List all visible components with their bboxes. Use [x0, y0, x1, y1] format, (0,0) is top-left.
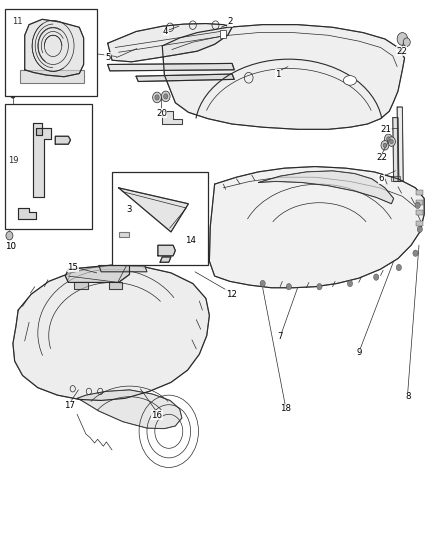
- Polygon shape: [392, 176, 400, 181]
- Circle shape: [415, 202, 420, 208]
- Bar: [5, 104, 92, 229]
- Circle shape: [396, 264, 402, 271]
- Circle shape: [403, 38, 410, 46]
- Polygon shape: [393, 118, 399, 181]
- Polygon shape: [108, 23, 232, 62]
- Circle shape: [11, 93, 15, 98]
- Text: 15: 15: [67, 263, 78, 272]
- Polygon shape: [158, 245, 175, 256]
- Polygon shape: [99, 265, 147, 272]
- Circle shape: [347, 280, 353, 287]
- Text: 4: 4: [163, 27, 169, 36]
- Polygon shape: [77, 390, 182, 429]
- Polygon shape: [13, 265, 209, 400]
- Polygon shape: [25, 19, 84, 77]
- Polygon shape: [136, 74, 234, 82]
- Polygon shape: [162, 25, 405, 130]
- Text: 6: 6: [379, 174, 384, 183]
- Polygon shape: [397, 107, 403, 181]
- Text: 22: 22: [376, 153, 387, 162]
- Text: 14: 14: [185, 237, 196, 246]
- Polygon shape: [160, 257, 171, 262]
- Ellipse shape: [343, 76, 357, 85]
- Circle shape: [390, 140, 393, 144]
- Circle shape: [163, 94, 168, 99]
- Bar: [417, 199, 424, 205]
- Circle shape: [417, 226, 423, 232]
- Circle shape: [161, 91, 170, 102]
- Text: 19: 19: [8, 156, 18, 165]
- Text: 18: 18: [280, 405, 291, 414]
- Polygon shape: [33, 123, 51, 197]
- Circle shape: [152, 92, 161, 103]
- Circle shape: [286, 284, 291, 290]
- Bar: [417, 210, 424, 215]
- Text: 3: 3: [127, 205, 132, 214]
- Text: 21: 21: [380, 125, 391, 134]
- Bar: [417, 221, 424, 226]
- Circle shape: [385, 134, 392, 144]
- Circle shape: [260, 280, 265, 287]
- Polygon shape: [35, 128, 42, 135]
- Text: 10: 10: [5, 242, 16, 251]
- Circle shape: [155, 95, 159, 100]
- Circle shape: [383, 143, 387, 148]
- Polygon shape: [65, 264, 130, 282]
- Polygon shape: [108, 63, 234, 71]
- Text: 5: 5: [105, 53, 110, 61]
- Text: 12: 12: [226, 289, 237, 298]
- Bar: [5, 9, 97, 96]
- Text: 20: 20: [156, 109, 167, 118]
- Text: 9: 9: [357, 348, 362, 357]
- Polygon shape: [209, 166, 424, 288]
- Polygon shape: [109, 282, 122, 289]
- Text: 11: 11: [12, 17, 22, 26]
- Circle shape: [413, 250, 418, 256]
- Bar: [220, 30, 226, 38]
- Circle shape: [317, 284, 322, 290]
- Circle shape: [374, 274, 379, 280]
- Text: 7: 7: [277, 332, 283, 341]
- Polygon shape: [119, 188, 188, 232]
- Circle shape: [6, 231, 13, 240]
- Polygon shape: [74, 282, 88, 289]
- Circle shape: [388, 137, 396, 147]
- Text: 10: 10: [5, 242, 16, 251]
- Text: 17: 17: [64, 401, 75, 410]
- Text: 16: 16: [152, 411, 162, 420]
- Circle shape: [397, 33, 408, 45]
- Text: 8: 8: [406, 392, 411, 401]
- Text: 2: 2: [227, 18, 233, 27]
- Text: 1: 1: [275, 70, 281, 78]
- Bar: [112, 172, 208, 265]
- Polygon shape: [20, 70, 84, 83]
- Polygon shape: [18, 208, 35, 219]
- Circle shape: [381, 141, 389, 150]
- Polygon shape: [119, 232, 130, 237]
- Polygon shape: [258, 171, 394, 204]
- Circle shape: [387, 137, 390, 141]
- Text: 22: 22: [396, 47, 407, 55]
- Polygon shape: [55, 136, 71, 144]
- Polygon shape: [162, 111, 182, 124]
- Bar: [417, 190, 424, 195]
